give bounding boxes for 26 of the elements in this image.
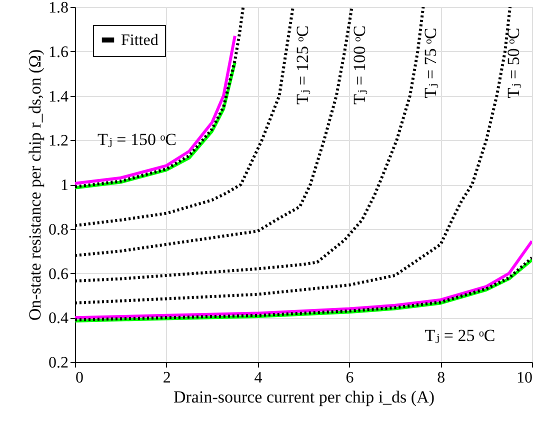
line-series — [75, 240, 532, 320]
y-tick-label: 1.4 — [48, 88, 68, 106]
annotation: Tⱼ = 125 ᵒC — [293, 26, 312, 104]
annotation: Tⱼ = 25 ᵒC — [424, 326, 496, 345]
annotation: Tⱼ = 100 ᵒC — [350, 26, 369, 104]
x-axis-title: Drain-source current per chip i_ds (A) — [173, 388, 435, 406]
y-tick-label: 0.8 — [48, 221, 68, 238]
x-tick-label: 6 — [346, 370, 354, 386]
annotation: Tⱼ = 150 ᵒC — [98, 130, 176, 149]
x-tick-label: 4 — [254, 370, 262, 386]
y-tick-label: 1 — [60, 177, 68, 194]
y-tick-label: 1.8 — [48, 0, 68, 16]
y-tick-label: 1.6 — [48, 44, 68, 61]
legend-label: Fitted — [121, 32, 158, 49]
y-tick-label: 0.2 — [48, 354, 68, 372]
y-axis-title: On-state resistance per chip r_ds,on (Ω) — [26, 49, 44, 321]
y-tick-label: 0.6 — [48, 266, 68, 283]
x-tick-label: 10 — [516, 370, 532, 386]
annotation: Tⱼ = 50 ᵒC — [504, 28, 523, 98]
y-tick-label: 1.2 — [48, 132, 68, 150]
annotation: Tⱼ = 75 ᵒC — [421, 28, 440, 98]
y-tick-label: 0.4 — [48, 310, 68, 328]
x-tick-label: 0 — [76, 370, 84, 386]
line-series — [75, 34, 236, 185]
x-tick-label: 8 — [437, 370, 446, 386]
x-tick-label: 2 — [162, 370, 171, 386]
